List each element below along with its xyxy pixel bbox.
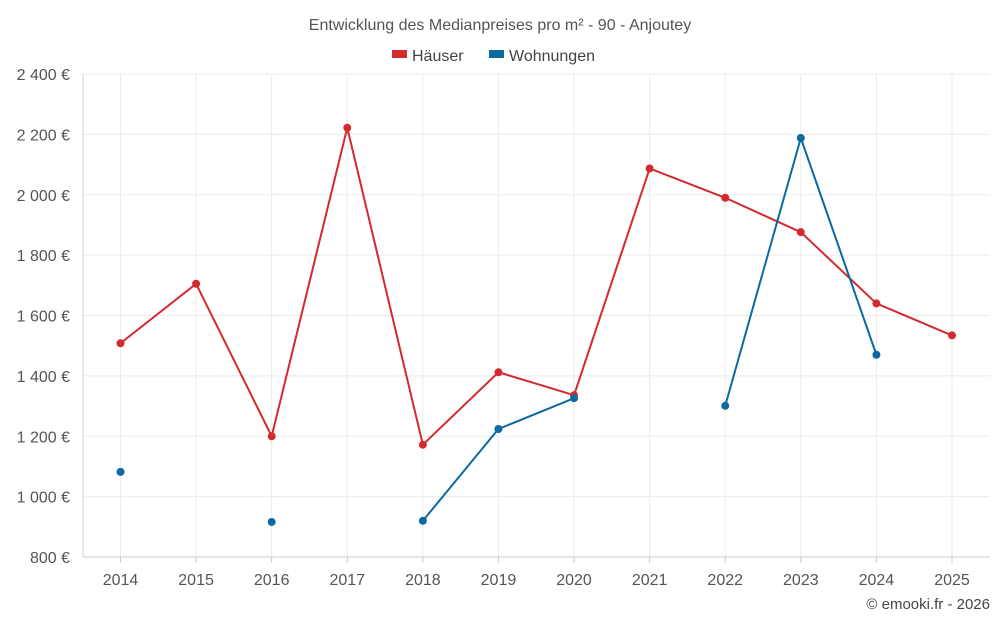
x-tick-label: 2017 <box>329 572 365 589</box>
data-point <box>721 193 730 202</box>
data-point <box>796 133 805 142</box>
data-point <box>570 394 579 403</box>
y-tick-label: 2 400 € <box>17 67 70 84</box>
x-tick-label: 2018 <box>405 572 441 589</box>
data-point <box>494 425 503 434</box>
data-point <box>116 339 125 348</box>
y-tick-label: 1 200 € <box>17 429 70 446</box>
data-point <box>872 299 881 308</box>
chart-title: Entwicklung des Medianpreises pro m² - 9… <box>309 17 691 34</box>
data-point <box>796 228 805 237</box>
legend-label: Häuser <box>412 48 464 65</box>
data-point <box>267 432 276 441</box>
legend: Häuser Wohnungen <box>392 48 595 65</box>
x-tick-label: 2022 <box>707 572 743 589</box>
data-point <box>267 517 276 526</box>
y-tick-label: 800 € <box>30 550 70 567</box>
series <box>116 123 956 526</box>
data-point <box>192 279 201 288</box>
axes: 800 € 1 000 € 1 200 € 1 400 € 1 600 € 1 800 €… <box>17 67 990 589</box>
data-point <box>721 401 730 410</box>
credit-text: © emooki.fr - 2026 <box>866 596 990 613</box>
x-tick-label: 2019 <box>481 572 517 589</box>
x-tick-label: 2024 <box>859 572 895 589</box>
x-tick-label: 2015 <box>178 572 214 589</box>
y-tick-label: 1 800 € <box>17 248 70 265</box>
y-tick-label: 1 000 € <box>17 490 70 507</box>
x-tick-label: 2020 <box>556 572 592 589</box>
x-tick-label: 2021 <box>632 572 668 589</box>
series-wohnungen <box>116 133 881 526</box>
data-point <box>116 467 125 476</box>
x-tick-label: 2023 <box>783 572 819 589</box>
data-point <box>872 350 881 359</box>
data-point <box>948 331 956 340</box>
series-line <box>119 126 953 446</box>
y-tick-label: 1 400 € <box>17 369 70 386</box>
x-tick-label: 2016 <box>254 572 290 589</box>
data-point <box>418 516 427 525</box>
legend-swatch <box>392 50 407 58</box>
data-point <box>343 123 352 132</box>
grid <box>83 73 990 557</box>
series-häuser <box>116 123 956 449</box>
y-tick-label: 2 000 € <box>17 188 70 205</box>
y-tick-label: 2 200 € <box>17 127 70 144</box>
y-tick-label: 1 600 € <box>17 309 70 326</box>
legend-swatch <box>489 50 504 58</box>
x-tick-label: 2025 <box>934 572 970 589</box>
data-point <box>418 440 427 449</box>
legend-label: Wohnungen <box>509 48 595 65</box>
x-tick-label: 2014 <box>103 572 139 589</box>
data-point <box>494 368 503 377</box>
data-point <box>645 164 654 173</box>
